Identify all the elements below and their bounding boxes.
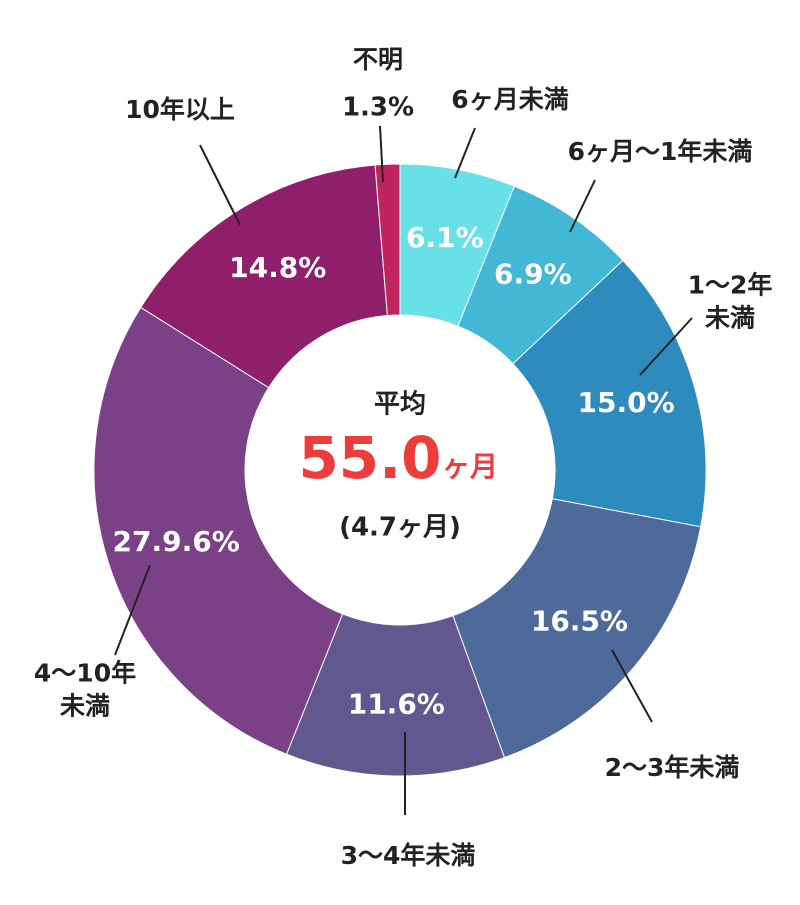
value-label: 1.3% — [342, 93, 414, 123]
value-label: 27.9.6% — [112, 525, 239, 558]
leader-line — [454, 127, 476, 179]
value-label: 14.8% — [229, 251, 326, 284]
leader-line — [379, 125, 384, 183]
center-value: 55.0 — [298, 424, 441, 492]
leader-line — [569, 179, 596, 233]
donut-segment — [452, 498, 702, 759]
donut-segment — [285, 613, 506, 777]
center-note: (4.7ヶ月) — [339, 513, 461, 543]
leader-line — [639, 317, 693, 376]
leader-line — [199, 144, 241, 226]
category-label: 6ヶ月〜1年未満 — [567, 136, 753, 166]
donut-segment — [140, 164, 388, 389]
value-label: 11.6% — [348, 687, 445, 720]
value-label: 16.5% — [531, 605, 628, 638]
donut-segment — [374, 163, 401, 317]
donut-segment — [512, 259, 707, 528]
leader-line — [114, 564, 151, 656]
center-unit: ヶ月 — [442, 450, 498, 483]
category-label: 不明 — [352, 44, 404, 74]
category-label: 3〜4年未満 — [340, 840, 476, 870]
category-label: 2〜3年未満 — [604, 752, 740, 782]
value-label: 6.9% — [494, 258, 572, 291]
category-label: 4〜10年未満 — [33, 658, 137, 721]
center-title: 平均 — [374, 390, 426, 420]
donut-segment — [93, 306, 344, 755]
category-label: 10年以上 — [125, 94, 235, 124]
value-label: 15.0% — [577, 386, 674, 419]
value-label: 6.1% — [406, 221, 484, 254]
category-label: 6ヶ月未満 — [451, 84, 569, 114]
category-label: 1〜2年未満 — [687, 270, 773, 333]
leader-line — [611, 649, 653, 723]
